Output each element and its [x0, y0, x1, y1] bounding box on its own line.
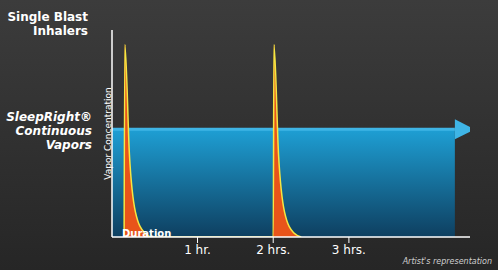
svg-text:Vapor Concentration: Vapor Concentration [103, 87, 113, 179]
html-text:SleepRight® Continuous Vapors: SleepRight® Continuous Vapors [6, 110, 92, 152]
html-text:Artist's representation: Artist's representation [402, 257, 492, 266]
html-text:Single Blast Inhalers: Single Blast Inhalers [7, 10, 88, 38]
svg-text:3 hrs.: 3 hrs. [332, 243, 366, 257]
svg-text:2 hrs.: 2 hrs. [256, 243, 290, 257]
svg-text:1 hr.: 1 hr. [184, 243, 211, 257]
html-text:Duration: Duration [122, 228, 172, 239]
